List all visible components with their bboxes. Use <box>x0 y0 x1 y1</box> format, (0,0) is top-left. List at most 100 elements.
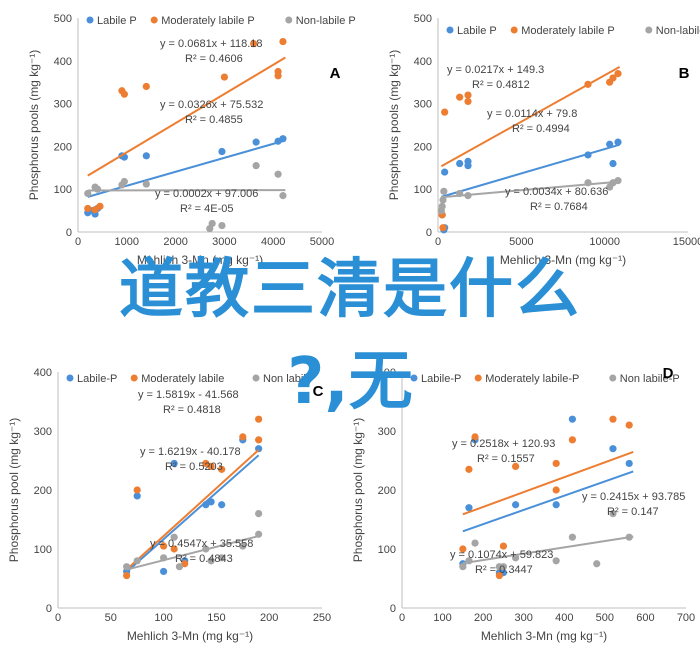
data-point <box>499 542 508 550</box>
data-point <box>133 492 141 500</box>
data-point <box>609 159 617 168</box>
x-tick-label: 5000 <box>509 236 533 248</box>
data-point <box>202 459 210 468</box>
data-point <box>170 459 178 468</box>
x-tick-label: 700 <box>677 612 695 624</box>
r-squared-label: R² = 0.4606 <box>185 53 243 65</box>
legend-marker <box>86 16 94 24</box>
chart-panel-b: 0100200300400500050001000015000Phosphoru… <box>387 13 700 267</box>
data-point <box>552 486 560 494</box>
r-squared-label: R² = 0.147 <box>607 506 659 518</box>
x-tick-label: 250 <box>313 612 331 624</box>
series-non-labile-p <box>459 509 634 571</box>
data-point <box>625 459 633 468</box>
regression-equation: y = 0.2415x + 93.785 <box>582 491 685 503</box>
x-tick-label: 4000 <box>261 236 285 248</box>
regression-equation: y = 0.0326x + 75.532 <box>160 99 263 111</box>
data-point <box>120 177 128 186</box>
data-point <box>464 97 472 106</box>
x-tick-label: 200 <box>260 612 278 624</box>
trend-line <box>440 65 621 168</box>
legend-marker <box>130 374 138 382</box>
data-point <box>160 567 168 576</box>
data-point <box>614 70 622 78</box>
data-point <box>207 557 215 565</box>
data-point <box>142 180 150 188</box>
legend-marker <box>446 26 454 34</box>
data-point <box>255 436 263 444</box>
trend-line <box>441 180 620 199</box>
data-point <box>464 157 472 165</box>
data-point <box>614 138 622 146</box>
data-point <box>609 415 617 423</box>
y-axis-title: Phosphorus pool (mg kg⁻¹) <box>7 418 21 562</box>
data-point <box>207 462 215 470</box>
series-non-labile-p <box>437 177 622 215</box>
legend-entry: Moderately labile P <box>161 15 255 27</box>
y-tick-label: 300 <box>378 426 396 438</box>
panel-label: D <box>663 365 674 382</box>
y-axis-title: Phosphorus pools (mg kg⁻¹) <box>27 50 41 200</box>
data-point <box>279 37 287 46</box>
data-point <box>464 91 472 99</box>
data-point <box>274 170 282 178</box>
y-tick-label: 200 <box>414 141 432 153</box>
data-point <box>441 168 449 176</box>
r-squared-label: R² = 0.5203 <box>165 461 223 473</box>
r-squared-label: R² = 0.4843 <box>175 553 233 565</box>
y-tick-label: 400 <box>54 56 72 68</box>
trend-line <box>462 451 634 516</box>
data-point <box>552 459 560 468</box>
data-point <box>471 539 479 547</box>
data-point <box>239 542 247 550</box>
y-tick-label: 100 <box>414 184 432 196</box>
y-tick-label: 300 <box>34 426 52 438</box>
legend-entry: Non labile <box>263 373 312 385</box>
y-tick-label: 300 <box>414 99 432 111</box>
series-moderately-labile-p <box>84 37 287 214</box>
data-point <box>439 224 447 232</box>
data-point <box>552 557 560 565</box>
regression-equation: y = 0.0217x + 149.3 <box>447 64 544 76</box>
x-tick-label: 600 <box>636 612 654 624</box>
data-point <box>218 147 226 156</box>
x-tick-label: 2000 <box>163 236 187 248</box>
trend-line <box>125 454 260 573</box>
regression-equation: y = 0.0034x + 80.636 <box>505 186 608 198</box>
chart-panel-c: 0 100 200 300 400 0 50 100 150 200 250 Phosphorus p… <box>7 367 331 643</box>
x-axis-title: Mehlich 3-Mn (mg kg⁻¹) <box>127 629 253 643</box>
data-point <box>252 162 260 170</box>
data-point <box>495 571 503 580</box>
data-point <box>274 72 282 80</box>
regression-equation: y = 0.4547x + 35.558 <box>150 538 253 550</box>
data-point <box>609 74 617 82</box>
data-point <box>123 571 131 580</box>
data-point <box>459 563 467 571</box>
r-squared-label: R² = 0.4855 <box>185 114 243 126</box>
data-point <box>84 189 92 198</box>
data-point <box>441 108 449 116</box>
data-point <box>181 560 189 568</box>
data-point <box>170 533 178 541</box>
x-tick-label: 50 <box>105 612 117 624</box>
overlay-title: 道教三清是什么 <box>119 253 581 327</box>
legend-entry: Labile P <box>97 15 137 27</box>
legend-entry: Labile P <box>457 25 497 37</box>
data-point <box>456 93 464 101</box>
legend-entry: Non-labile P <box>656 25 700 37</box>
data-point <box>239 433 247 441</box>
legend-entry: Non labile-P <box>620 373 680 385</box>
legend-entry: Moderately labile <box>141 373 224 385</box>
data-point <box>499 563 508 571</box>
trend-line <box>441 143 620 198</box>
y-tick-label: 200 <box>34 485 52 497</box>
series-moderately-labile-p <box>438 65 622 232</box>
series-non-labile <box>123 509 263 571</box>
y-tick-label: 200 <box>378 485 396 497</box>
data-point <box>609 509 617 518</box>
trend-line <box>87 56 286 177</box>
panel-label: C <box>313 383 324 400</box>
data-point <box>625 421 633 429</box>
y-tick-label: 500 <box>414 13 432 25</box>
